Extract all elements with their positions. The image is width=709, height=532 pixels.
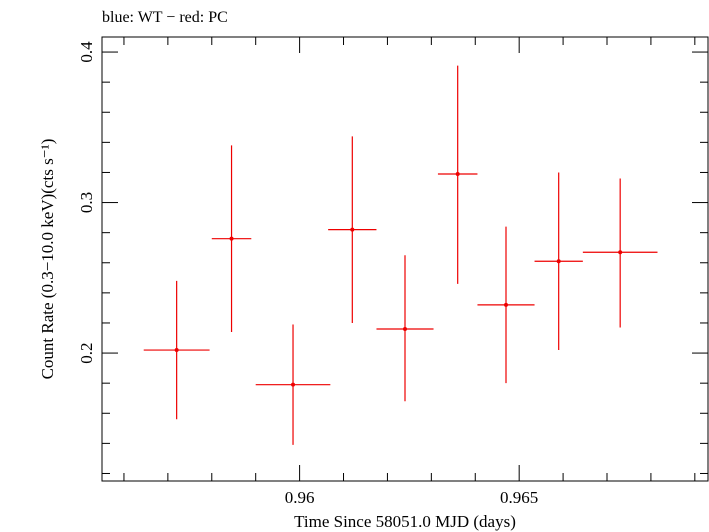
data-point (143, 280, 210, 420)
data-point (437, 65, 478, 284)
y-tick-label: 0.4 (77, 41, 96, 63)
data-point (376, 255, 434, 402)
point-marker (174, 348, 179, 353)
y-tick-label: 0.3 (77, 192, 96, 213)
data-point (582, 178, 658, 328)
x-tick-label: 0.965 (500, 488, 538, 507)
y-axis-label: Count Rate (0.3−10.0 keV)(cts s⁻¹) (38, 139, 57, 380)
data-point (328, 136, 377, 323)
plot-frame (101, 36, 709, 482)
tick-labels: 0.96 0.965 0.2 0.3 0.4 (77, 41, 538, 507)
data-points (143, 65, 658, 445)
chart-title: blue: WT − red: PC (102, 9, 228, 26)
data-point (255, 324, 331, 445)
data-point (477, 226, 535, 384)
point-marker (556, 259, 561, 264)
x-axis-label: Time Since 58051.0 MJD (days) (294, 512, 516, 531)
axis-ticks (102, 37, 708, 481)
point-marker (618, 250, 623, 255)
point-marker (350, 227, 355, 232)
x-tick-label: 0.96 (285, 488, 315, 507)
data-point (211, 145, 252, 332)
data-point (534, 172, 583, 351)
point-marker (455, 171, 460, 176)
y-tick-label: 0.2 (77, 342, 96, 363)
point-marker (229, 236, 234, 241)
point-marker (403, 326, 407, 331)
point-marker (291, 382, 296, 387)
point-marker (504, 302, 508, 307)
